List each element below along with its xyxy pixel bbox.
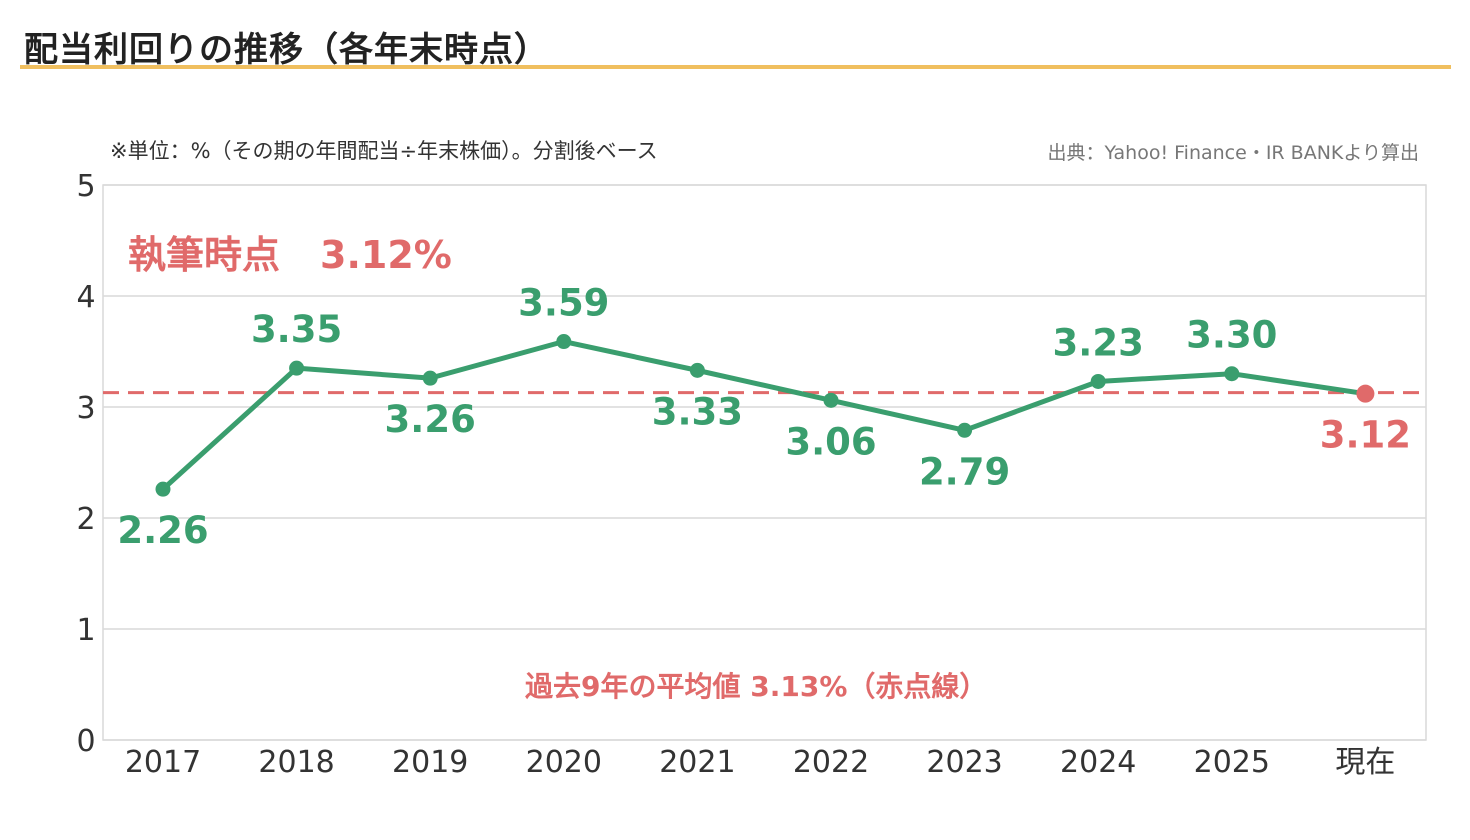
current-yield-value: 3.12% <box>320 233 452 277</box>
x-tick-label: 2020 <box>526 745 602 780</box>
x-tick-label: 2024 <box>1060 745 1136 780</box>
data-label: 2.26 <box>117 509 208 552</box>
data-label: 3.26 <box>385 398 476 441</box>
data-point <box>289 360 305 376</box>
unit-note: ※単位：%（その期の年間配当÷年末株価）。分割後ベース <box>110 139 658 163</box>
current-yield-label: 執筆時点 <box>128 233 281 277</box>
data-label: 2.79 <box>919 450 1010 493</box>
y-tick-label: 1 <box>76 613 95 648</box>
y-tick-label: 4 <box>76 280 95 315</box>
x-tick-label: 2019 <box>392 745 468 780</box>
data-label: 3.30 <box>1186 314 1277 357</box>
data-point <box>1090 373 1106 389</box>
x-tick-label: 2022 <box>793 745 869 780</box>
data-label: 3.06 <box>785 420 876 463</box>
title-underline <box>20 65 1451 69</box>
current-data-label: 3.12 <box>1320 414 1411 457</box>
data-label: 3.59 <box>518 282 609 325</box>
x-tick-label: 2021 <box>659 745 735 780</box>
data-point <box>556 334 572 350</box>
series-line <box>160 339 1368 492</box>
y-tick-label: 2 <box>76 502 95 537</box>
data-point <box>957 422 973 438</box>
average-yield-note: 過去9年の平均値 3.13%（赤点線） <box>525 670 988 703</box>
data-label: 3.33 <box>652 390 743 433</box>
y-tick-label: 5 <box>76 169 95 204</box>
data-label: 3.35 <box>251 308 342 351</box>
current-point <box>1356 384 1375 403</box>
x-tick-label: 2018 <box>258 745 334 780</box>
data-label: 3.23 <box>1053 321 1144 364</box>
data-point <box>155 481 171 497</box>
x-tick-label: 現在 <box>1335 745 1395 780</box>
page-title: 配当利回りの推移（各年末時点） <box>24 30 549 70</box>
data-point <box>1224 366 1240 382</box>
x-tick-label: 2025 <box>1194 745 1270 780</box>
y-tick-label: 0 <box>76 724 95 759</box>
x-tick-label: 2017 <box>125 745 201 780</box>
data-point <box>823 392 839 408</box>
source-note: 出典：Yahoo! Finance・IR BANKより算出 <box>1047 142 1419 164</box>
x-tick-label: 2023 <box>926 745 1002 780</box>
current-yield-note: 執筆時点 3.12% <box>128 224 452 279</box>
data-point <box>689 362 705 378</box>
data-point <box>422 370 438 386</box>
y-tick-label: 3 <box>76 391 95 426</box>
